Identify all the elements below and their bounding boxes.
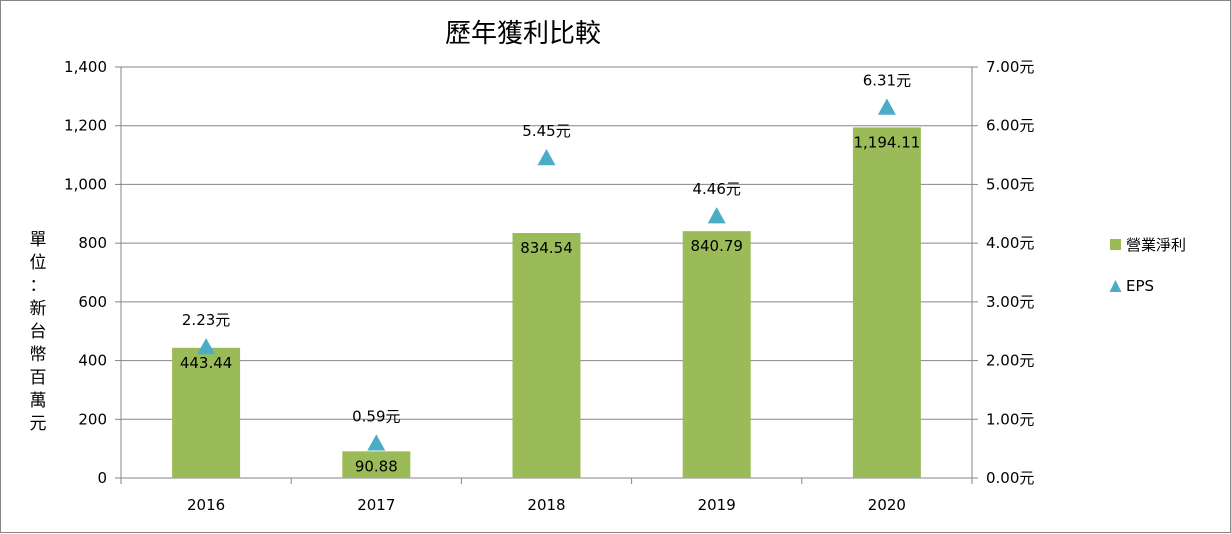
eps-value-label: 6.31元 — [863, 72, 911, 90]
eps-value-label: 2.23元 — [182, 311, 230, 329]
bars — [172, 127, 921, 478]
right-tick-label: 0.00元 — [986, 469, 1034, 487]
left-tick-label: 200 — [78, 410, 107, 428]
eps-marker-2018 — [537, 149, 556, 166]
right-tick-label: 5.00元 — [986, 175, 1034, 193]
eps-marker-2020 — [877, 98, 896, 115]
bar-value-label: 840.79 — [690, 237, 743, 255]
chart-title: 歷年獲利比較 — [445, 19, 601, 49]
bar-value-label: 1,194.11 — [854, 133, 921, 151]
eps-value-label: 4.46元 — [692, 180, 740, 198]
bar-2019 — [682, 231, 751, 478]
bar-2018 — [512, 233, 581, 478]
y-axis-label-char: 元 — [30, 414, 47, 434]
right-tick-label: 1.00元 — [986, 410, 1034, 428]
data-labels: 443.44 90.88 834.54 840.79 1,194.11 2.23元 0.59… — [180, 72, 920, 476]
eps-marker-2016 — [197, 338, 216, 355]
x-tick-label: 2020 — [868, 496, 906, 514]
axes: 0 200 400 600 800 1,000 1,200 1,400 0.00元 1.00元 2.… — [64, 58, 1034, 514]
legend-bar-swatch — [1110, 239, 1121, 250]
bar-value-label: 834.54 — [520, 239, 573, 257]
legend-label-eps: EPS — [1126, 277, 1154, 295]
right-tick-label: 7.00元 — [986, 58, 1034, 76]
left-tick-label: 0 — [97, 469, 107, 487]
left-tick-label: 1,200 — [64, 117, 107, 135]
legend-label-bar: 營業淨利 — [1126, 236, 1186, 254]
x-tick-label: 2016 — [187, 496, 225, 514]
eps-value-label: 0.59元 — [352, 407, 400, 425]
x-tick-label: 2019 — [698, 496, 736, 514]
bar-2016 — [172, 347, 241, 478]
legend: 營業淨利 EPS — [1109, 236, 1186, 295]
eps-marker-2017 — [367, 434, 386, 451]
bar-2020 — [852, 127, 921, 478]
y-axis-label-char: 百 — [30, 368, 47, 388]
eps-marker-2019 — [707, 207, 726, 224]
eps-value-label: 5.45元 — [522, 122, 570, 140]
left-tick-label: 400 — [78, 352, 107, 370]
left-tick-label: 600 — [78, 293, 107, 311]
y-axis-label-char: 萬 — [30, 391, 47, 411]
right-tick-label: 3.00元 — [986, 293, 1034, 311]
left-tick-label: 1,400 — [64, 58, 107, 76]
legend-eps-swatch — [1109, 280, 1122, 292]
y-axis-label-char: 幣 — [30, 345, 47, 365]
y-axis-label-char: 新 — [30, 299, 47, 319]
left-tick-label: 1,000 — [64, 175, 107, 193]
y-axis-label-char: 台 — [30, 322, 47, 342]
x-tick-label: 2017 — [357, 496, 395, 514]
right-tick-label: 6.00元 — [986, 117, 1034, 135]
y-axis-label-char: 位 — [30, 253, 47, 273]
left-tick-label: 800 — [78, 234, 107, 252]
right-tick-label: 2.00元 — [986, 352, 1034, 370]
y-axis-label-char: 單 — [30, 230, 47, 250]
right-tick-label: 4.00元 — [986, 234, 1034, 252]
bar-value-label: 90.88 — [355, 457, 398, 475]
x-tick-label: 2018 — [527, 496, 565, 514]
eps-markers — [197, 98, 896, 451]
bar-value-label: 443.44 — [180, 354, 233, 372]
y-axis-label-char: ： — [30, 276, 47, 296]
bar-2017 — [342, 451, 411, 478]
